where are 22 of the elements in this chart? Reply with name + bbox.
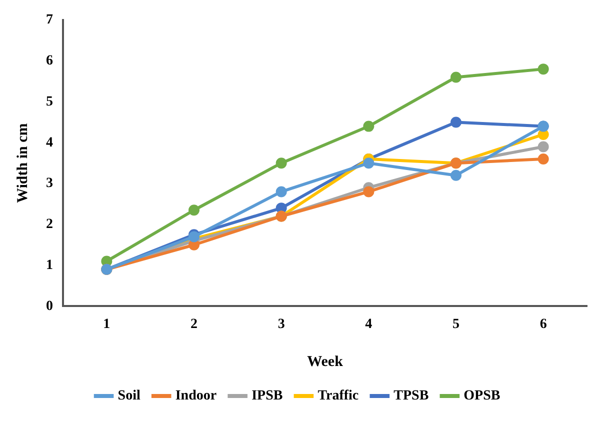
y-tick-label: 0 bbox=[46, 298, 53, 314]
y-tick-label: 4 bbox=[46, 135, 53, 150]
y-tick-label: 2 bbox=[46, 217, 53, 232]
legend-label: OPSB bbox=[464, 388, 500, 404]
x-tick-label: 4 bbox=[365, 317, 372, 332]
legend-label: Indoor bbox=[175, 388, 217, 404]
y-tick-label: 5 bbox=[46, 94, 53, 110]
x-tick-label: 2 bbox=[190, 317, 198, 332]
x-tick-label: 1 bbox=[103, 317, 110, 332]
x-tick-label: 6 bbox=[540, 317, 547, 332]
y-tick-label: 6 bbox=[46, 53, 53, 68]
x-tick-label: 3 bbox=[278, 317, 285, 332]
x-tick-label: 5 bbox=[452, 317, 460, 332]
legend-label: Traffic bbox=[318, 388, 359, 404]
legend-label: Soil bbox=[118, 388, 140, 404]
y-tick-label: 1 bbox=[46, 258, 53, 273]
x-axis-title: Week bbox=[307, 354, 344, 370]
y-axis-title: Width in cm bbox=[14, 122, 31, 203]
y-tick-label: 3 bbox=[46, 176, 53, 192]
legend-label: IPSB bbox=[252, 388, 283, 404]
y-tick-label: 7 bbox=[46, 12, 53, 28]
legend-label: TPSB bbox=[394, 388, 429, 404]
